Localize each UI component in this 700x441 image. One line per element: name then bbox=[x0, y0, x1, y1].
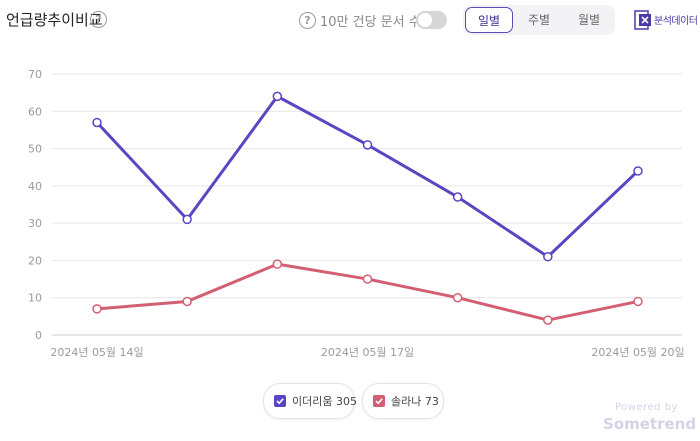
page-title: 언급량추이비교 bbox=[6, 11, 103, 29]
x-tick-label: 2024년 05월 20일 bbox=[591, 345, 684, 359]
data-point[interactable] bbox=[633, 166, 643, 176]
tab-weekly[interactable]: 주별 bbox=[527, 13, 551, 27]
y-tick-label: 20 bbox=[28, 254, 42, 267]
per-100k-toggle[interactable] bbox=[416, 11, 447, 29]
data-point[interactable] bbox=[452, 292, 463, 303]
data-point[interactable] bbox=[362, 140, 373, 150]
y-tick-label: 0 bbox=[35, 329, 42, 342]
powered-by-watermark: Powered by Sometrend bbox=[603, 402, 696, 433]
help-icon[interactable]: ? bbox=[90, 11, 107, 28]
legend-item-ethereum[interactable]: 이더리움 305 bbox=[263, 383, 357, 419]
tab-monthly[interactable]: 월별 bbox=[577, 13, 601, 27]
data-point[interactable] bbox=[182, 296, 192, 307]
y-tick-label: 30 bbox=[28, 217, 42, 230]
x-tick-label: 2024년 05월 17일 bbox=[321, 345, 414, 359]
tab-daily[interactable]: 일별 bbox=[465, 7, 513, 33]
excel-download-icon[interactable] bbox=[634, 10, 652, 30]
data-point[interactable] bbox=[272, 259, 283, 269]
y-tick-label: 60 bbox=[28, 105, 42, 118]
toggle-knob bbox=[418, 13, 432, 27]
analysis-data-button-label[interactable]: 분석데이터 bbox=[654, 16, 698, 27]
data-point[interactable] bbox=[182, 214, 192, 225]
legend-item-solana[interactable]: 솔라나 73 bbox=[362, 383, 444, 419]
data-point[interactable] bbox=[362, 274, 373, 284]
legend-label: 이더리움 305 bbox=[292, 395, 357, 408]
legend-checkbox[interactable] bbox=[373, 395, 385, 407]
watermark-logo-text: Sometrend bbox=[603, 415, 697, 433]
data-point[interactable] bbox=[452, 192, 463, 202]
x-tick-label: 2024년 05월 14일 bbox=[50, 345, 143, 359]
data-point[interactable] bbox=[543, 315, 553, 325]
series-line bbox=[95, 94, 640, 259]
data-point[interactable] bbox=[92, 117, 102, 128]
period-segmented-control: 일별 주별 월별 bbox=[463, 5, 615, 35]
mention-trend-chart: 0 10 20 30 40 50 60 70 2024년 05월 14일 2024년 05월 1… bbox=[28, 68, 685, 359]
data-point[interactable] bbox=[272, 91, 283, 102]
data-point[interactable] bbox=[543, 251, 553, 262]
y-tick-label: 50 bbox=[28, 143, 42, 156]
data-point[interactable] bbox=[633, 296, 643, 307]
legend-checkbox[interactable] bbox=[274, 395, 286, 407]
y-tick-label: 70 bbox=[28, 68, 42, 81]
toggle-help-icon[interactable]: ? bbox=[299, 12, 316, 29]
y-tick-label: 40 bbox=[28, 180, 42, 193]
series-line bbox=[96, 262, 639, 322]
per-100k-toggle-label: 10만 건당 문서 수 bbox=[320, 15, 421, 30]
data-point[interactable] bbox=[92, 304, 102, 314]
y-tick-label: 10 bbox=[28, 292, 42, 305]
legend-label: 솔라나 73 bbox=[391, 395, 439, 408]
watermark-line1: Powered by bbox=[615, 402, 678, 413]
